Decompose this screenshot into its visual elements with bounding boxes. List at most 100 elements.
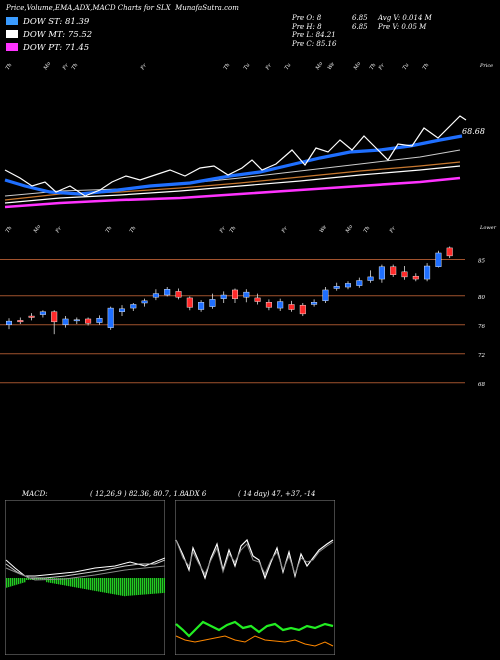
candle-body [311,302,318,305]
upper-price-label: 68.68 [462,127,485,136]
title-text: Price,Volume,EMA,ADX,MACD Charts for SLX [6,4,171,12]
lower-date-label: Mo [32,225,42,235]
candle-body [299,304,306,315]
lower-date-label: We [319,225,328,234]
macd-hist-bar [152,578,154,594]
macd-hist-bar [60,578,62,585]
macd-hist-bar [140,578,142,595]
candle-body [401,271,408,278]
macd-hist-bar [90,578,92,591]
price-line [4,115,467,197]
macd-hist-bar [62,578,64,586]
candle-body [186,297,193,308]
candle-body [265,302,272,308]
macd-hist-bar [80,578,82,589]
candle-body [107,307,114,328]
stats-right: Avg V: 0.014 M Pre V: 0.05 M [378,14,432,31]
macd-hist-bar [28,578,30,580]
macd-hist-bar [20,578,22,584]
macd-hist-bar [160,578,162,594]
macd-aux-line [5,565,165,581]
adx-params: ( 14 day) 47, +37, -14 [238,490,316,498]
macd-hist-bar [78,578,80,588]
lower-date-label: Th [363,225,372,234]
candle-body [378,266,385,280]
upper-date-label: Tu [284,62,293,71]
candle-body [288,304,295,310]
macd-hist-bar [18,578,20,585]
macd-hist-bar [110,578,112,594]
macd-hist-bar [108,578,110,594]
macd-hist-bar [50,578,52,583]
minus-di-line [175,635,334,647]
macd-hist-bar [72,578,74,587]
adx-panel [175,500,335,655]
candle-body [435,252,442,267]
macd-hist-bar [146,578,148,595]
macd-hist-bar [44,578,46,580]
upper-date-label: Mo [42,61,52,72]
macd-label: MACD: [22,490,48,498]
candle-body [152,293,159,298]
macd-hist-bar [94,578,96,591]
lower-date-label: Th [105,225,114,234]
macd-hist-bar [84,578,86,590]
macd-hist-bar [116,578,118,595]
macd-hist-bar [34,578,36,580]
macd-hist-bar [14,578,16,586]
candle-body [51,311,58,323]
macd-hist-bar [120,578,122,596]
stats-mid: 6.85 6.85 [352,14,368,31]
candle-body [367,276,374,281]
macd-hist-bar [114,578,116,595]
macd-hist-bar [98,578,100,592]
upper-date-label: Fr [61,62,70,72]
legend-swatch [6,43,18,51]
candle-body [96,318,103,323]
macd-hist-bar [128,578,130,596]
candle-body [322,289,329,302]
legend-dow-mt: DOW MT: 75.52 [6,30,92,40]
macd-line [5,557,165,577]
upper-date-label: Mo [314,61,324,72]
macd-hist-bar [12,578,14,586]
macd-hist-bar [6,578,8,588]
macd-hist-bar [106,578,108,593]
macd-hist-bar [76,578,78,588]
dow-st-line [4,134,463,196]
macd-hist-bar [26,578,28,580]
macd-hist-bar [68,578,70,587]
adx-shadow-line [175,539,334,576]
candle-body [277,301,284,309]
candle-body [390,266,397,275]
upper-date-label: Th [369,62,378,71]
macd-params: ( 12,26,9 ) 82.36, 80.7, 1.8 [90,490,185,498]
macd-hist-bar [156,578,158,594]
macd-hist-bar [148,578,150,595]
macd-hist-bar [96,578,98,592]
macd-hist-bar [162,578,164,594]
candle-body [164,289,171,296]
macd-hist-bar [16,578,18,585]
legend-swatch [6,17,18,25]
price-tick-label: 68 [478,382,485,388]
macd-hist-bar [144,578,146,595]
candle-body [5,320,12,325]
legend-dow-st: DOW ST: 81.39 [6,17,89,27]
macd-hist-bar [154,578,156,594]
candle-body [73,319,80,322]
macd-hist-bar [134,578,136,596]
adx-label: ADX 6 [184,490,207,498]
macd-hist-bar [130,578,132,596]
upper-date-label: Th [422,62,431,71]
macd-hist-bar [92,578,94,591]
macd-hist-bar [42,578,44,580]
macd-hist-bar [112,578,114,595]
price-tick-label: 76 [478,324,485,330]
plus-di-line [175,620,334,638]
candle-body [345,283,352,288]
macd-hist-bar [132,578,134,596]
upper-date-label: Th [223,62,232,71]
